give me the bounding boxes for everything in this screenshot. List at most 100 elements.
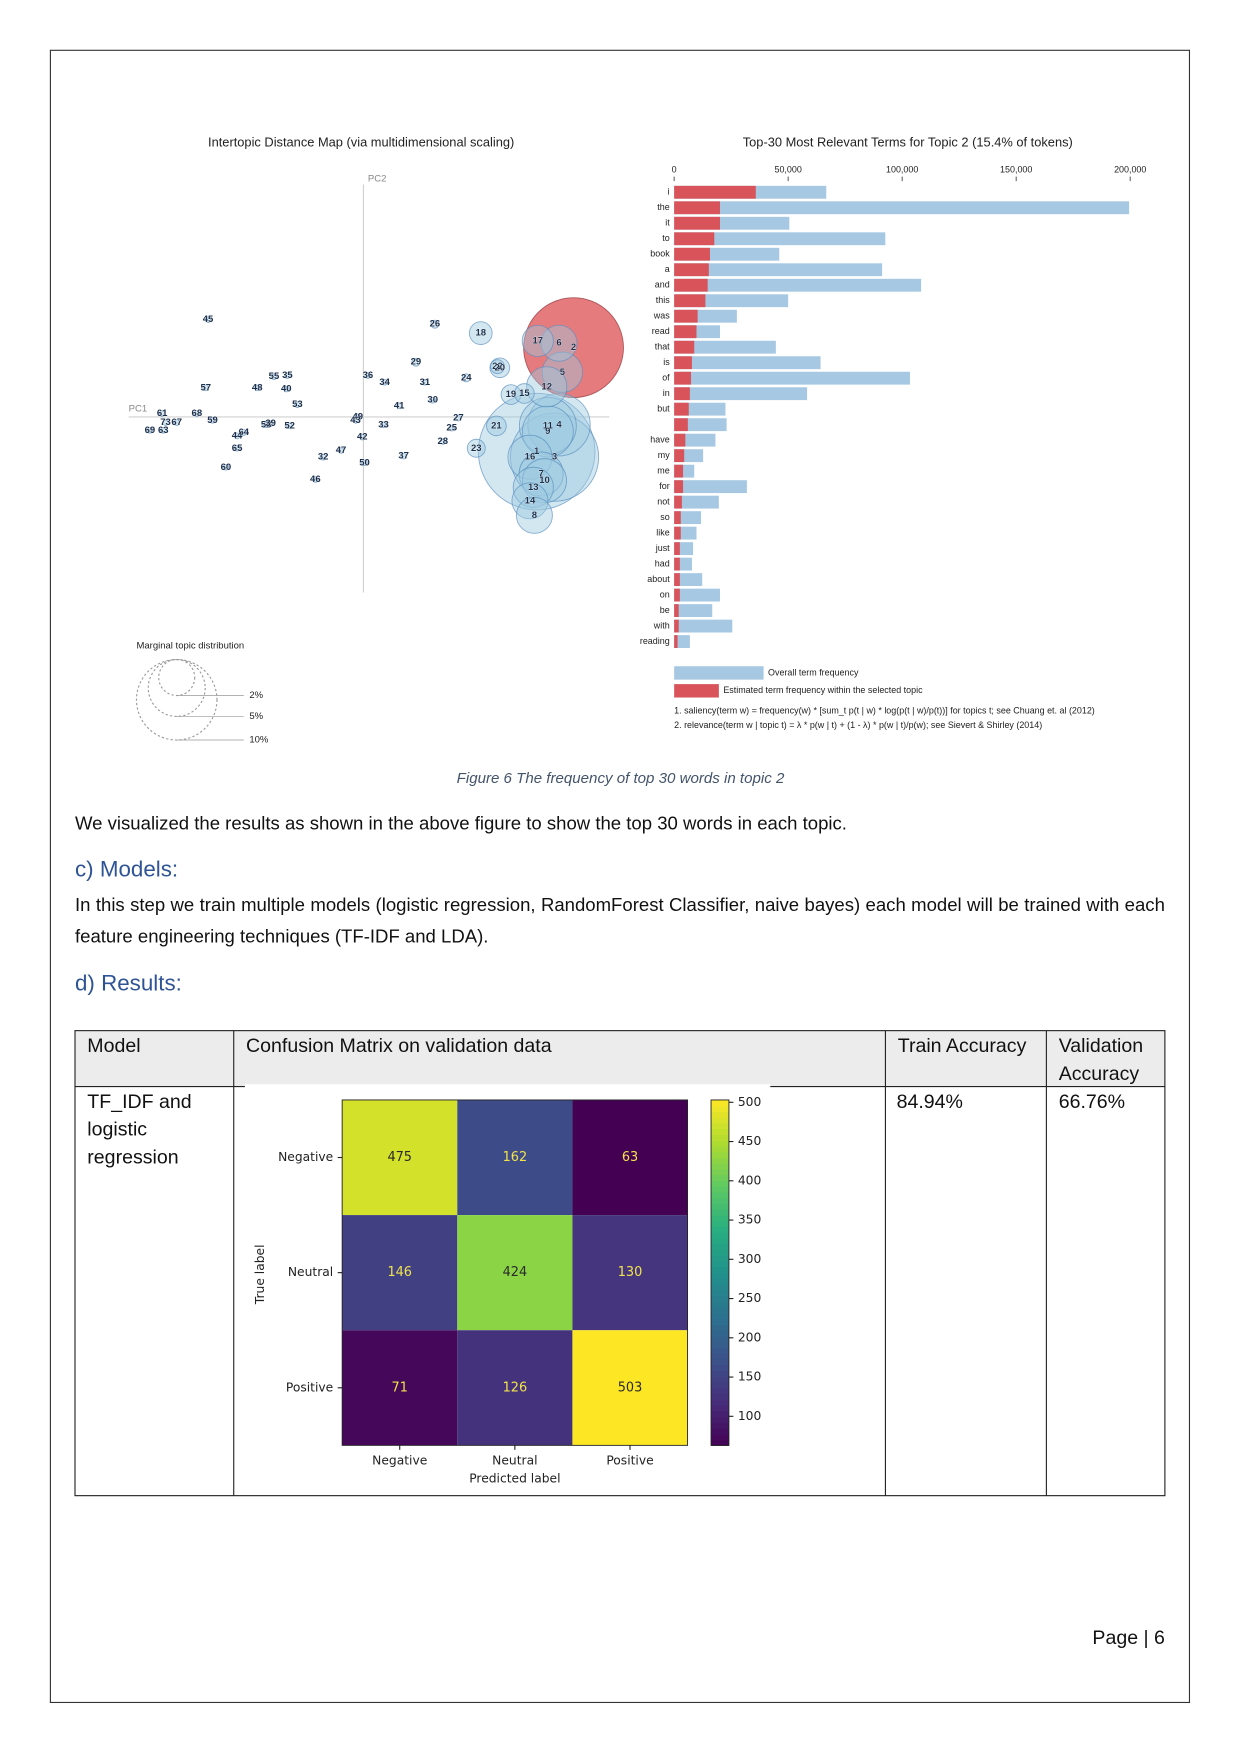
topic-label: 14: [525, 495, 536, 506]
bar: [674, 232, 715, 246]
colorbar-segment: [711, 1174, 729, 1182]
legend-title: Marginal topic distribution: [136, 641, 244, 652]
y-tick-label: like: [656, 527, 669, 537]
image-bg: [244, 1084, 771, 1089]
bar: [674, 278, 708, 292]
bar: [674, 402, 689, 416]
bar: [674, 356, 692, 370]
y-tick-label: a: [665, 264, 670, 274]
topic-bubble: [204, 316, 212, 323]
colorbar-segment: [711, 1238, 729, 1245]
cell-value: 475: [387, 1150, 412, 1165]
topic-bubble: [411, 357, 421, 367]
colorbar-segment: [711, 1370, 729, 1377]
axis-label: PC2: [368, 173, 386, 184]
topic-label: 21: [491, 420, 502, 431]
y-tick-label: just: [655, 543, 670, 553]
topic-bubble: [337, 447, 345, 454]
bar: [674, 185, 756, 199]
colorbar-segment: [711, 1416, 729, 1423]
colorbar-segment: [711, 1249, 729, 1256]
topic-label: 65: [232, 443, 243, 454]
y-tick-label: i: [668, 187, 670, 197]
topic-label: 12: [541, 381, 552, 392]
colorbar-frame: [710, 1099, 730, 1446]
bar: [674, 511, 681, 525]
cell-box: 84.94%: [897, 1090, 963, 1112]
heatmap-cell: [572, 1330, 688, 1446]
page-footer: Page | 6: [1092, 1627, 1165, 1649]
colorbar-segment: [711, 1192, 729, 1199]
y-tick-label: in: [663, 388, 670, 398]
bar: [674, 511, 702, 525]
bar: [674, 356, 821, 370]
topic-bubble: [521, 324, 554, 357]
topic-bubble: [466, 438, 486, 458]
colorbar-segment: [711, 1318, 729, 1326]
colorbar-segment: [711, 1105, 729, 1113]
cell-box: Train Accuracy: [898, 1034, 1027, 1056]
colorbar-segment: [711, 1134, 729, 1141]
size-legend-circle: [158, 658, 196, 697]
topic-bubble: [209, 417, 216, 424]
bar: [674, 263, 709, 277]
cell-value: 503: [618, 1380, 643, 1395]
colorbar-segment: [711, 1146, 729, 1153]
bar: [674, 557, 680, 571]
colorbar-segment: [711, 1410, 729, 1418]
bar: [674, 433, 686, 447]
topic-bubble: [455, 414, 462, 422]
topic-bubble: [282, 385, 290, 393]
colorbar-segment: [711, 1353, 729, 1360]
colorbar-segment: [711, 1428, 729, 1435]
y-tick-label: reading: [640, 636, 670, 646]
table-cells: Model Confusion Matrix on validation data…: [87, 1034, 1143, 1168]
bar: [674, 526, 681, 540]
heatmap-cell: [572, 1099, 688, 1216]
bar: [674, 371, 910, 385]
bar: [674, 387, 808, 401]
topic-label: 43: [350, 415, 361, 426]
bar: [674, 573, 703, 587]
y-tick-label: on: [660, 589, 670, 599]
topic-label: 23: [471, 443, 482, 454]
topic-label: 46: [310, 474, 321, 485]
topic-bubble: [395, 402, 403, 410]
topic-bubble: [267, 420, 274, 427]
y-tick-label: the: [657, 202, 669, 212]
x-axis-label: Predicted label: [469, 1471, 560, 1485]
topic-label: 45: [203, 314, 214, 325]
colorbar-segment: [711, 1405, 729, 1412]
topic-bubble: [518, 451, 564, 497]
bar: [674, 247, 710, 261]
colorbar-segment: [711, 1255, 729, 1262]
colorbar-segment: [711, 1359, 729, 1366]
topic-label: 64: [239, 427, 250, 438]
bar: [674, 232, 886, 246]
colorbar-segment: [711, 1157, 729, 1164]
y-tick-label: Neutral: [288, 1265, 333, 1279]
size-legend-label: 5%: [249, 711, 263, 722]
bar: [674, 604, 679, 618]
note: 1. saliency(term w) = frequency(w) * [su…: [674, 705, 1095, 715]
intertopic-map: Intertopic Distance Map (via multidimens…: [129, 134, 624, 746]
topic-label: 50: [359, 457, 370, 468]
topic-label: 20: [494, 362, 505, 373]
topic-label: 11: [543, 420, 554, 431]
confusion-matrix: 475 162 63 146 424 130 71 126 503 Negative Neutral…: [244, 1089, 771, 1493]
y-tick-label: me: [657, 466, 669, 476]
x-tick-label: Negative: [372, 1454, 427, 1468]
colorbar-segment: [711, 1433, 729, 1441]
cell-value: 162: [503, 1150, 528, 1165]
section-heading: d) Results:: [74, 971, 182, 996]
bar: [674, 495, 719, 509]
colorbar-segment: [711, 1180, 729, 1187]
topic-bubble: [541, 351, 583, 393]
colorbar-segment: [711, 1393, 729, 1400]
colorbar-tick-label: 100: [738, 1409, 761, 1423]
colorbar-segment: [711, 1163, 729, 1170]
topic-bubble: [222, 463, 230, 471]
topic-label: 57: [200, 382, 211, 393]
y-tick-label: that: [655, 342, 670, 352]
